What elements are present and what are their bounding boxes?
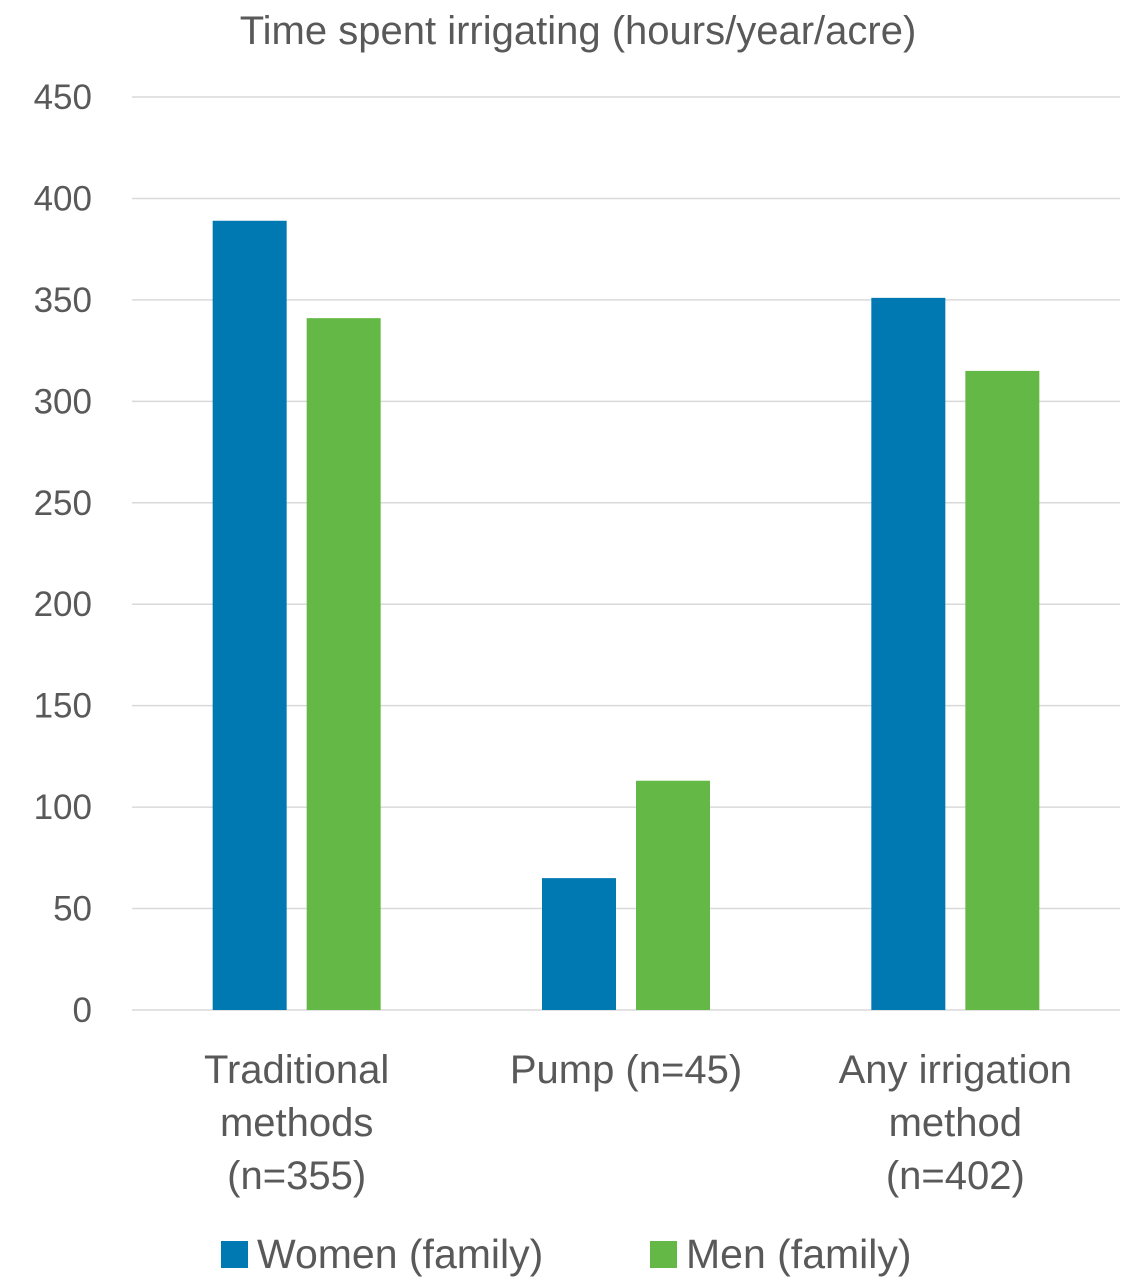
- legend-label: Men (family): [686, 1231, 912, 1277]
- x-category-label: method: [889, 1101, 1022, 1145]
- legend-swatch: [650, 1241, 677, 1268]
- y-tick-label: 200: [34, 585, 92, 624]
- y-tick-label: 150: [34, 687, 92, 726]
- bar-women-2: [871, 297, 946, 1010]
- y-tick-label: 350: [34, 281, 92, 320]
- y-tick-label: 400: [34, 179, 92, 218]
- y-tick-label: 100: [34, 788, 92, 827]
- legend: Women (family) Men (family): [221, 1231, 912, 1277]
- bar-men-1: [636, 780, 710, 1010]
- y-tick-label: 250: [34, 484, 92, 523]
- bar-men-2: [965, 370, 1040, 1010]
- x-category-label: Traditional: [204, 1048, 389, 1092]
- legend-swatch: [221, 1241, 248, 1268]
- gridlines: [132, 96, 1120, 1011]
- bar-women-1: [542, 878, 616, 1010]
- x-axis: Traditional methods (n=355) Pump (n=45) Any …: [204, 1048, 1072, 1198]
- bars: [212, 220, 1040, 1011]
- x-category-label: (n=402): [886, 1154, 1025, 1198]
- x-category-label: methods: [220, 1101, 373, 1145]
- y-tick-label: 450: [34, 78, 92, 117]
- bar-women-0: [212, 220, 287, 1011]
- bar-men-0: [306, 318, 381, 1010]
- y-tick-label: 0: [73, 991, 92, 1030]
- y-axis: 0 50 100 150 200 250 300 350 400 450: [34, 78, 92, 1030]
- chart-title: Time spent irrigating (hours/year/acre): [240, 9, 917, 53]
- y-tick-label: 300: [34, 382, 92, 421]
- x-category-label: (n=355): [227, 1154, 366, 1198]
- legend-label: Women (family): [257, 1231, 543, 1277]
- x-category-label: Any irrigation: [839, 1048, 1072, 1092]
- y-tick-label: 50: [53, 890, 92, 929]
- x-category-label: Pump (n=45): [510, 1048, 742, 1092]
